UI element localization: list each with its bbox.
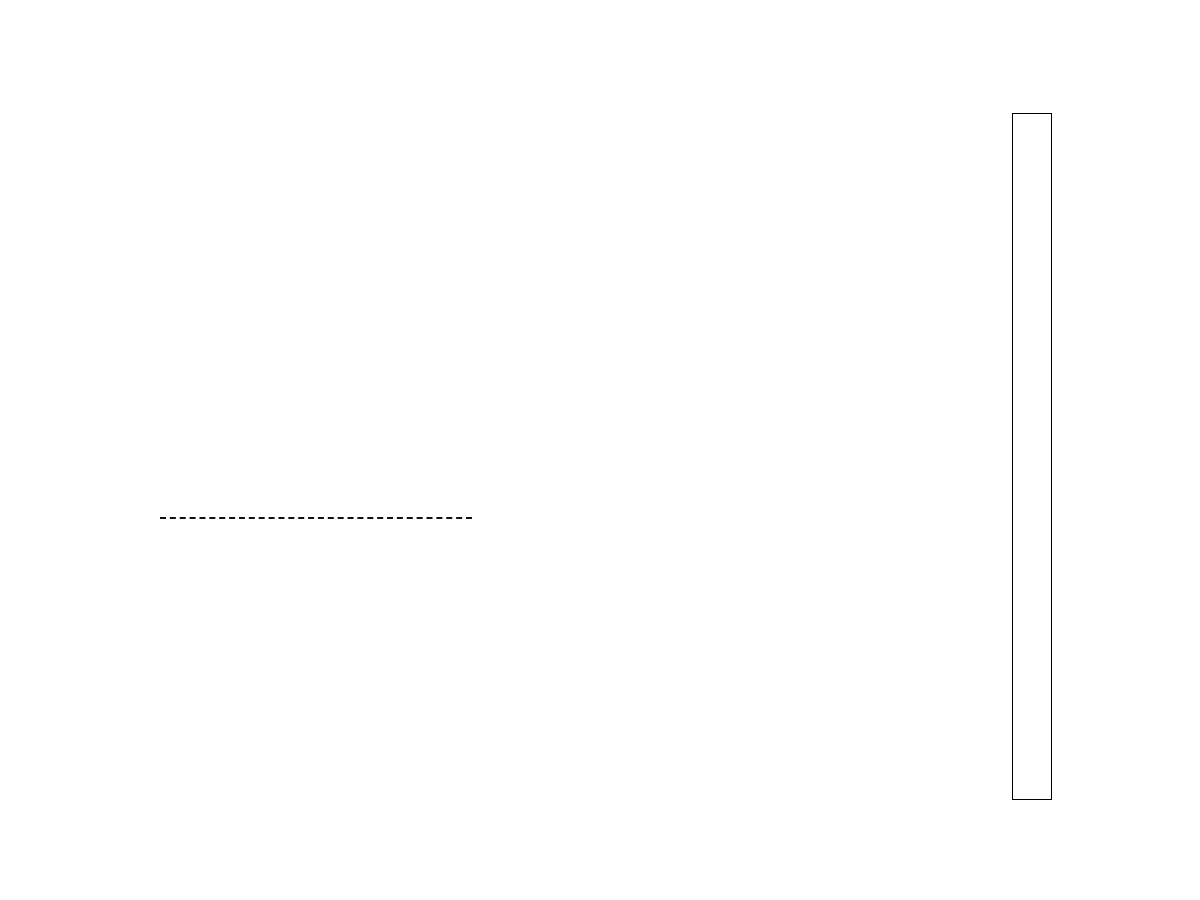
coverage-stats-table [160, 512, 472, 522]
colorbar-gradient [1012, 113, 1052, 800]
stats-divider [160, 517, 472, 519]
